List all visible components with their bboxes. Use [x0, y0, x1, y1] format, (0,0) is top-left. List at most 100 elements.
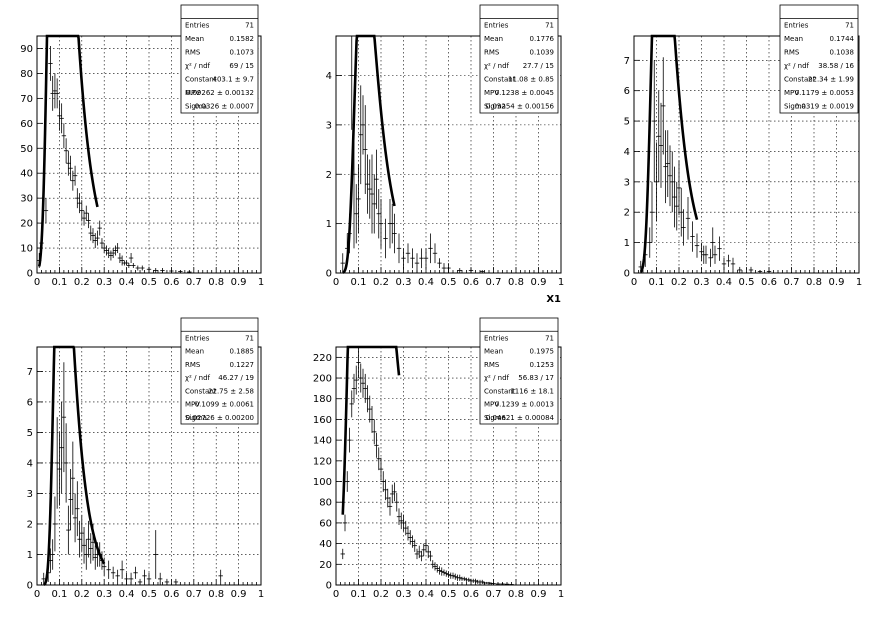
x-tick-label: 0.3	[396, 589, 412, 600]
x-tick-label: 0.2	[671, 277, 687, 288]
stats-value: 71	[545, 22, 554, 30]
y-tick-label: 3	[27, 489, 33, 500]
histogram-panel-2: 0 0.1 0.2 0.3 0.4 0.5 0.6 0.7 0.8 0.9 1 0 1 2 3 4 X1 Entr…	[326, 4, 564, 305]
stats-label: RMS	[185, 361, 201, 369]
x-tick-label: 0.7	[486, 277, 502, 288]
x-tick-label: 0.1	[51, 277, 67, 288]
x-tick-label: 0.4	[119, 277, 135, 288]
y-tick-label: 40	[20, 169, 33, 180]
x-tick-label: 0	[333, 589, 339, 600]
stats-value: 0.0326 ± 0.0007	[195, 103, 254, 111]
stats-label: RMS	[484, 49, 500, 57]
y-tick-label: 80	[20, 69, 33, 80]
y-tick-label: 50	[20, 144, 33, 155]
x-tick-label: 0.4	[418, 277, 434, 288]
y-tick-label: 40	[319, 539, 332, 550]
stats-label: MPV	[185, 89, 200, 97]
y-tick-label: 60	[319, 518, 332, 529]
x-tick-label: 0.3	[396, 277, 412, 288]
x-tick-label: 0.4	[418, 589, 434, 600]
y-tick-label: 0	[326, 269, 332, 280]
stats-value: 46.27 / 19	[218, 374, 254, 382]
stats-label: Entries	[484, 334, 509, 342]
x-tick-label: 1	[558, 589, 564, 600]
y-tick-label: 2	[326, 170, 332, 181]
x-tick-label: 0.5	[739, 277, 755, 288]
stats-value: 0.1238 ± 0.0045	[495, 89, 554, 97]
stats-label: RMS	[784, 49, 800, 57]
x-tick-label: 0.6	[463, 589, 479, 600]
x-tick-label: 0.9	[231, 589, 247, 600]
stats-label: Sigma	[185, 414, 207, 422]
stats-value: 0.02726 ± 0.00200	[186, 414, 254, 422]
y-tick-label: 200	[313, 374, 332, 385]
stats-value: 0.1253	[530, 361, 555, 369]
stats-label: Entries	[185, 22, 210, 30]
histogram-panel-3: 0 0.1 0.2 0.3 0.4 0.5 0.6 0.7 0.8 0.9 1 0 1 2 3 4 5 6 7 Ent…	[624, 4, 862, 288]
stats-value: 0.04621 ± 0.00084	[486, 414, 555, 422]
x-tick-label: 0.3	[96, 589, 112, 600]
stats-label: MPV	[784, 89, 799, 97]
fit-curve	[639, 34, 699, 273]
x-tick-label: 0.5	[441, 589, 457, 600]
x-tick-label: 0.1	[351, 277, 367, 288]
stats-value: 0.1239 ± 0.0013	[495, 401, 554, 409]
y-tick-label: 70	[20, 94, 33, 105]
x-tick-label: 0.6	[163, 589, 179, 600]
histogram-panel-1: 0 0.1 0.2 0.3 0.4 0.5 0.6 0.7 0.8 0.9 101020304050…	[20, 4, 264, 288]
stats-value: 22.34 ± 1.99	[808, 76, 854, 84]
x-tick-label: 1	[856, 277, 862, 288]
fit-curve	[341, 345, 401, 515]
y-tick-label: 120	[313, 456, 332, 467]
y-tick-label: 10	[20, 244, 33, 255]
fit-curve	[43, 345, 106, 586]
stats-label: Mean	[185, 35, 204, 43]
y-tick-label: 2	[27, 519, 33, 530]
y-tick-label: 90	[20, 44, 33, 55]
stats-value: 0.03254 ± 0.00156	[486, 103, 555, 111]
x-tick-label: 0.7	[784, 277, 800, 288]
stats-value: 0.09262 ± 0.00132	[186, 89, 254, 97]
stats-value: 0.1744	[830, 35, 855, 43]
stats-value: 38.58 / 16	[818, 62, 854, 70]
stats-label: χ² / ndf	[484, 374, 510, 382]
x-tick-label: 0.4	[119, 589, 135, 600]
stats-value: 56.83 / 17	[518, 374, 554, 382]
x-tick-label: 0.2	[373, 277, 389, 288]
x-tick-label: 1	[258, 277, 264, 288]
stats-box	[180, 4, 259, 114]
stats-label: Constant	[784, 76, 816, 84]
y-tick-label: 1	[27, 550, 33, 561]
y-tick-label: 3	[624, 177, 630, 188]
y-tick-label: 20	[319, 560, 332, 571]
y-tick-label: 7	[27, 367, 33, 378]
histogram-panel-4: 0 0.1 0.2 0.3 0.4 0.5 0.6 0.7 0.8 0.9 1 0 1 2 3 4 5 6 7 Ent…	[27, 317, 264, 600]
stats-value: 71	[245, 22, 254, 30]
x-tick-label: 0.7	[186, 277, 202, 288]
stats-label: MPV	[185, 401, 200, 409]
y-tick-label: 1	[326, 219, 332, 230]
y-tick-label: 5	[27, 428, 33, 439]
stats-value: 0.1039	[530, 49, 555, 57]
y-tick-label: 60	[20, 119, 33, 130]
stats-value: 71	[245, 334, 254, 342]
y-tick-label: 140	[313, 436, 332, 447]
x-tick-label: 0.6	[463, 277, 479, 288]
x-tick-label: 0.9	[531, 277, 547, 288]
stats-label: Constant	[484, 387, 516, 395]
y-tick-label: 2	[624, 208, 630, 219]
y-tick-label: 220	[313, 353, 332, 364]
stats-label: Constant	[484, 76, 516, 84]
stats-label: MPV	[484, 401, 499, 409]
stats-value: 1116 ± 18.1	[510, 387, 554, 395]
stats-label: Constant	[185, 387, 217, 395]
x-tick-label: 0.9	[829, 277, 845, 288]
stats-value: 22.75 ± 2.58	[208, 387, 254, 395]
stats-label: MPV	[484, 89, 499, 97]
x-tick-label: 0.3	[96, 277, 112, 288]
stats-value: 0.1582	[230, 35, 255, 43]
stats-label: Mean	[784, 35, 803, 43]
stats-value: 71	[845, 22, 854, 30]
stats-label: Sigma	[484, 414, 506, 422]
